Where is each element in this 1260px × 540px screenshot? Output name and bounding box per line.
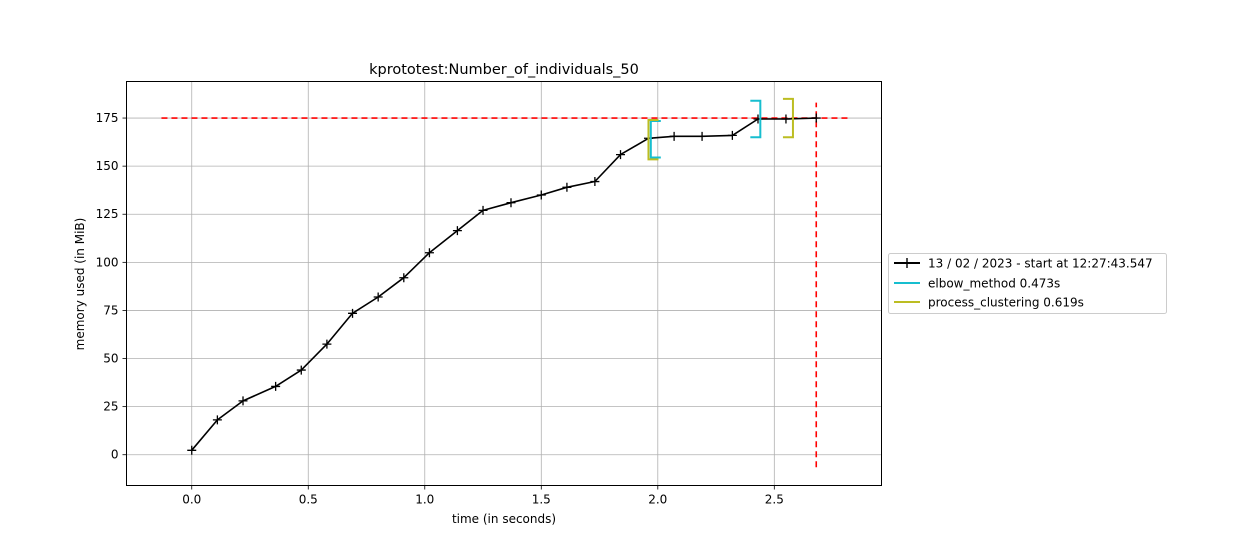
y-tick-label: 150 [96,159,119,173]
data-point-marker [536,190,546,200]
y-tick-label: 175 [96,111,119,125]
legend-entry-memory: 13 / 02 / 2023 - start at 12:27:43.547 [928,257,1153,271]
data-point-marker [271,381,281,391]
data-point-marker [452,226,462,236]
x-tick-label: 1.0 [415,493,434,507]
y-tick-label: 0 [111,448,119,462]
series-layer [187,113,821,455]
legend-box [888,253,1167,314]
data-point-marker [562,182,572,192]
data-point-marker [697,131,707,141]
axis-ticks: 0.0 0.5 1.0 1.5 2.0 2.5 0 25 50 75 100 125 150 175 [96,111,784,506]
x-tick-label: 0.0 [182,493,201,507]
data-point-marker [669,131,679,141]
function-brackets [647,97,794,161]
data-point-marker [478,205,488,215]
data-point-marker [212,415,222,425]
bracket-end [750,99,762,139]
y-tick-label: 100 [96,255,119,269]
bracket-start [647,118,659,161]
data-point-marker [296,365,306,375]
data-point-marker [348,308,358,318]
data-point-marker [424,248,434,258]
data-point-marker [322,339,332,349]
data-point-marker [238,396,248,406]
data-point-marker [399,273,409,283]
data-point-marker [781,114,791,124]
data-point-marker [616,150,626,160]
legend-entry-clustering: process_clustering 0.619s [928,296,1084,310]
legend: 13 / 02 / 2023 - start at 12:27:43.547 e… [888,253,1167,314]
x-axis-label: time (in seconds) [452,512,556,526]
x-tick-label: 1.5 [532,493,551,507]
legend-plus-marker-icon [902,258,912,268]
legend-entry-elbow: elbow_method 0.473s [928,277,1060,291]
y-tick-label: 125 [96,207,119,221]
data-point-marker [727,130,737,140]
data-point-marker [590,177,600,187]
reference-lines [161,102,849,468]
x-tick-label: 0.5 [299,493,318,507]
data-point-marker [187,445,197,455]
plot-frame [126,81,882,486]
y-tick-label: 50 [103,352,118,366]
chart-title: kprototest:Number_of_individuals_50 [369,62,639,78]
y-tick-label: 25 [103,400,118,414]
bracket-end [782,97,794,139]
x-tick-label: 2.5 [765,493,784,507]
data-point-marker [506,198,516,208]
memory-series-line [191,117,817,451]
data-point-marker [811,113,821,123]
y-axis-label: memory used (in MiB) [73,218,87,351]
x-tick-label: 2.0 [648,493,667,507]
y-tick-label: 75 [103,303,118,317]
data-point-marker [373,292,383,302]
